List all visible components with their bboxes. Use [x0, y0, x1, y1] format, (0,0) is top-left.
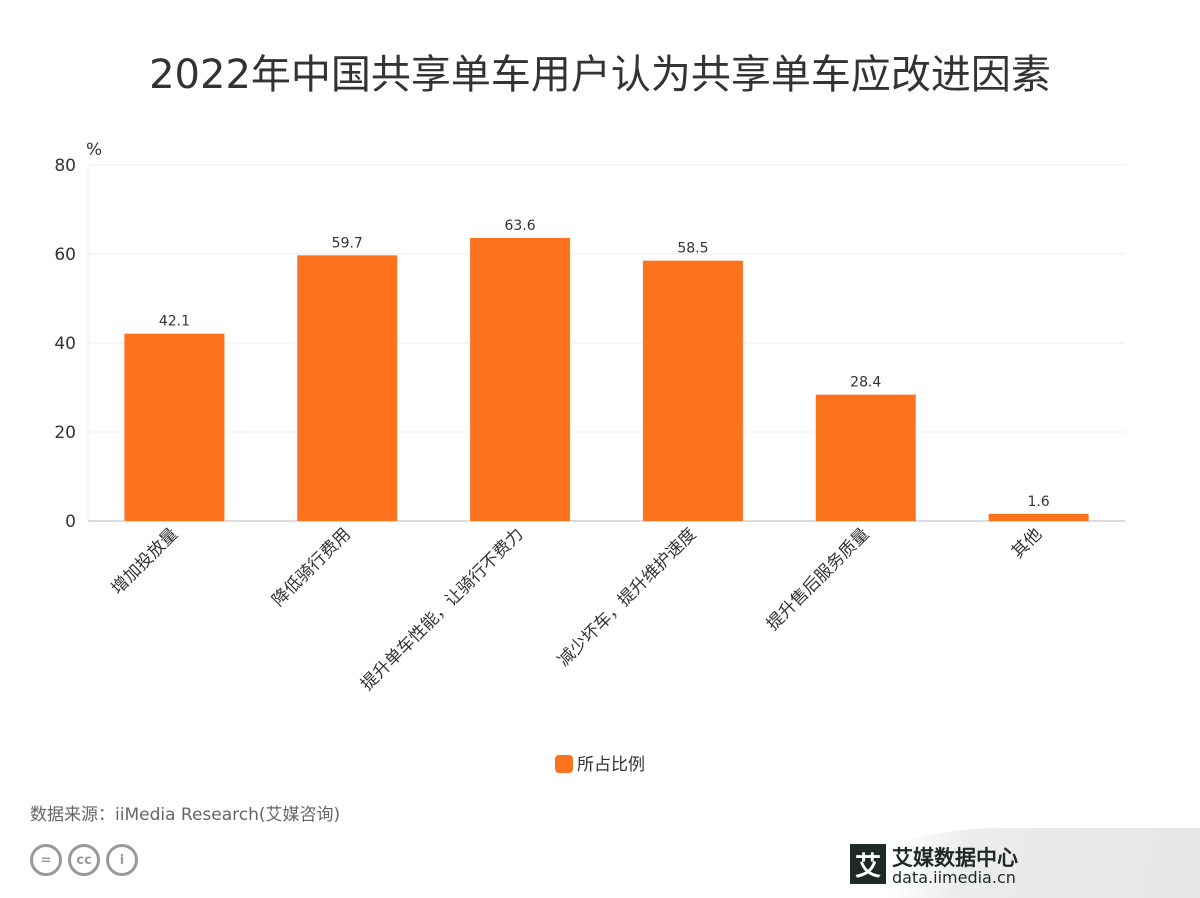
source-note: 数据来源：iiMedia Research(艾媒咨询)	[30, 805, 341, 825]
bar	[124, 333, 225, 521]
data-label: 28.4	[850, 375, 881, 391]
brand-logo-icon: 艾	[850, 844, 886, 884]
x-tick-label: 提升售后服务质量	[763, 524, 873, 634]
x-tick-label: 降低骑行费用	[269, 524, 355, 610]
legend-label: 所占比例	[577, 755, 645, 775]
bar	[470, 237, 571, 522]
data-label: 58.5	[677, 241, 708, 257]
x-tick-label: 减少坏车，提升维护速度	[554, 524, 700, 670]
nd-icon: =	[30, 844, 62, 876]
license-icons: = cc i	[30, 844, 138, 876]
bar	[297, 255, 398, 521]
y-tick-label: 20	[54, 423, 76, 443]
y-tick-label: 40	[54, 334, 76, 354]
bar	[815, 394, 916, 521]
x-tick-label: 提升单车性能，让骑行不费力	[357, 524, 527, 694]
y-tick-label: 0	[65, 512, 76, 532]
bar	[642, 260, 743, 521]
brand-url: data.iimedia.cn	[892, 868, 1016, 887]
data-label: 1.6	[1027, 494, 1049, 510]
data-label: 42.1	[159, 314, 190, 330]
data-label: 59.7	[332, 235, 363, 251]
legend[interactable]: 所占比例	[0, 750, 1200, 775]
cc-icon: cc	[68, 844, 100, 876]
x-tick-label: 其他	[1008, 524, 1046, 562]
by-icon: i	[106, 844, 138, 876]
y-tick-label: 80	[54, 156, 76, 176]
brand-watermark: 艾 艾媒数据中心 data.iimedia.cn	[840, 828, 1200, 898]
chart-title: 2022年中国共享单车用户认为共享单车应改进因素	[149, 52, 1051, 98]
data-label: 63.6	[504, 218, 535, 234]
legend-swatch	[555, 755, 573, 773]
x-tick-label: 增加投放量	[108, 524, 182, 598]
y-axis-unit: %	[86, 140, 102, 160]
bar-chart: 0 20 40 60 80% 42.1 增加投放量 59.7 降低骑行费用 63.6 提升单车性能，…	[54, 140, 1125, 695]
brand-name: 艾媒数据中心	[892, 846, 1018, 870]
bar	[988, 513, 1089, 521]
y-tick-label: 60	[54, 245, 76, 265]
